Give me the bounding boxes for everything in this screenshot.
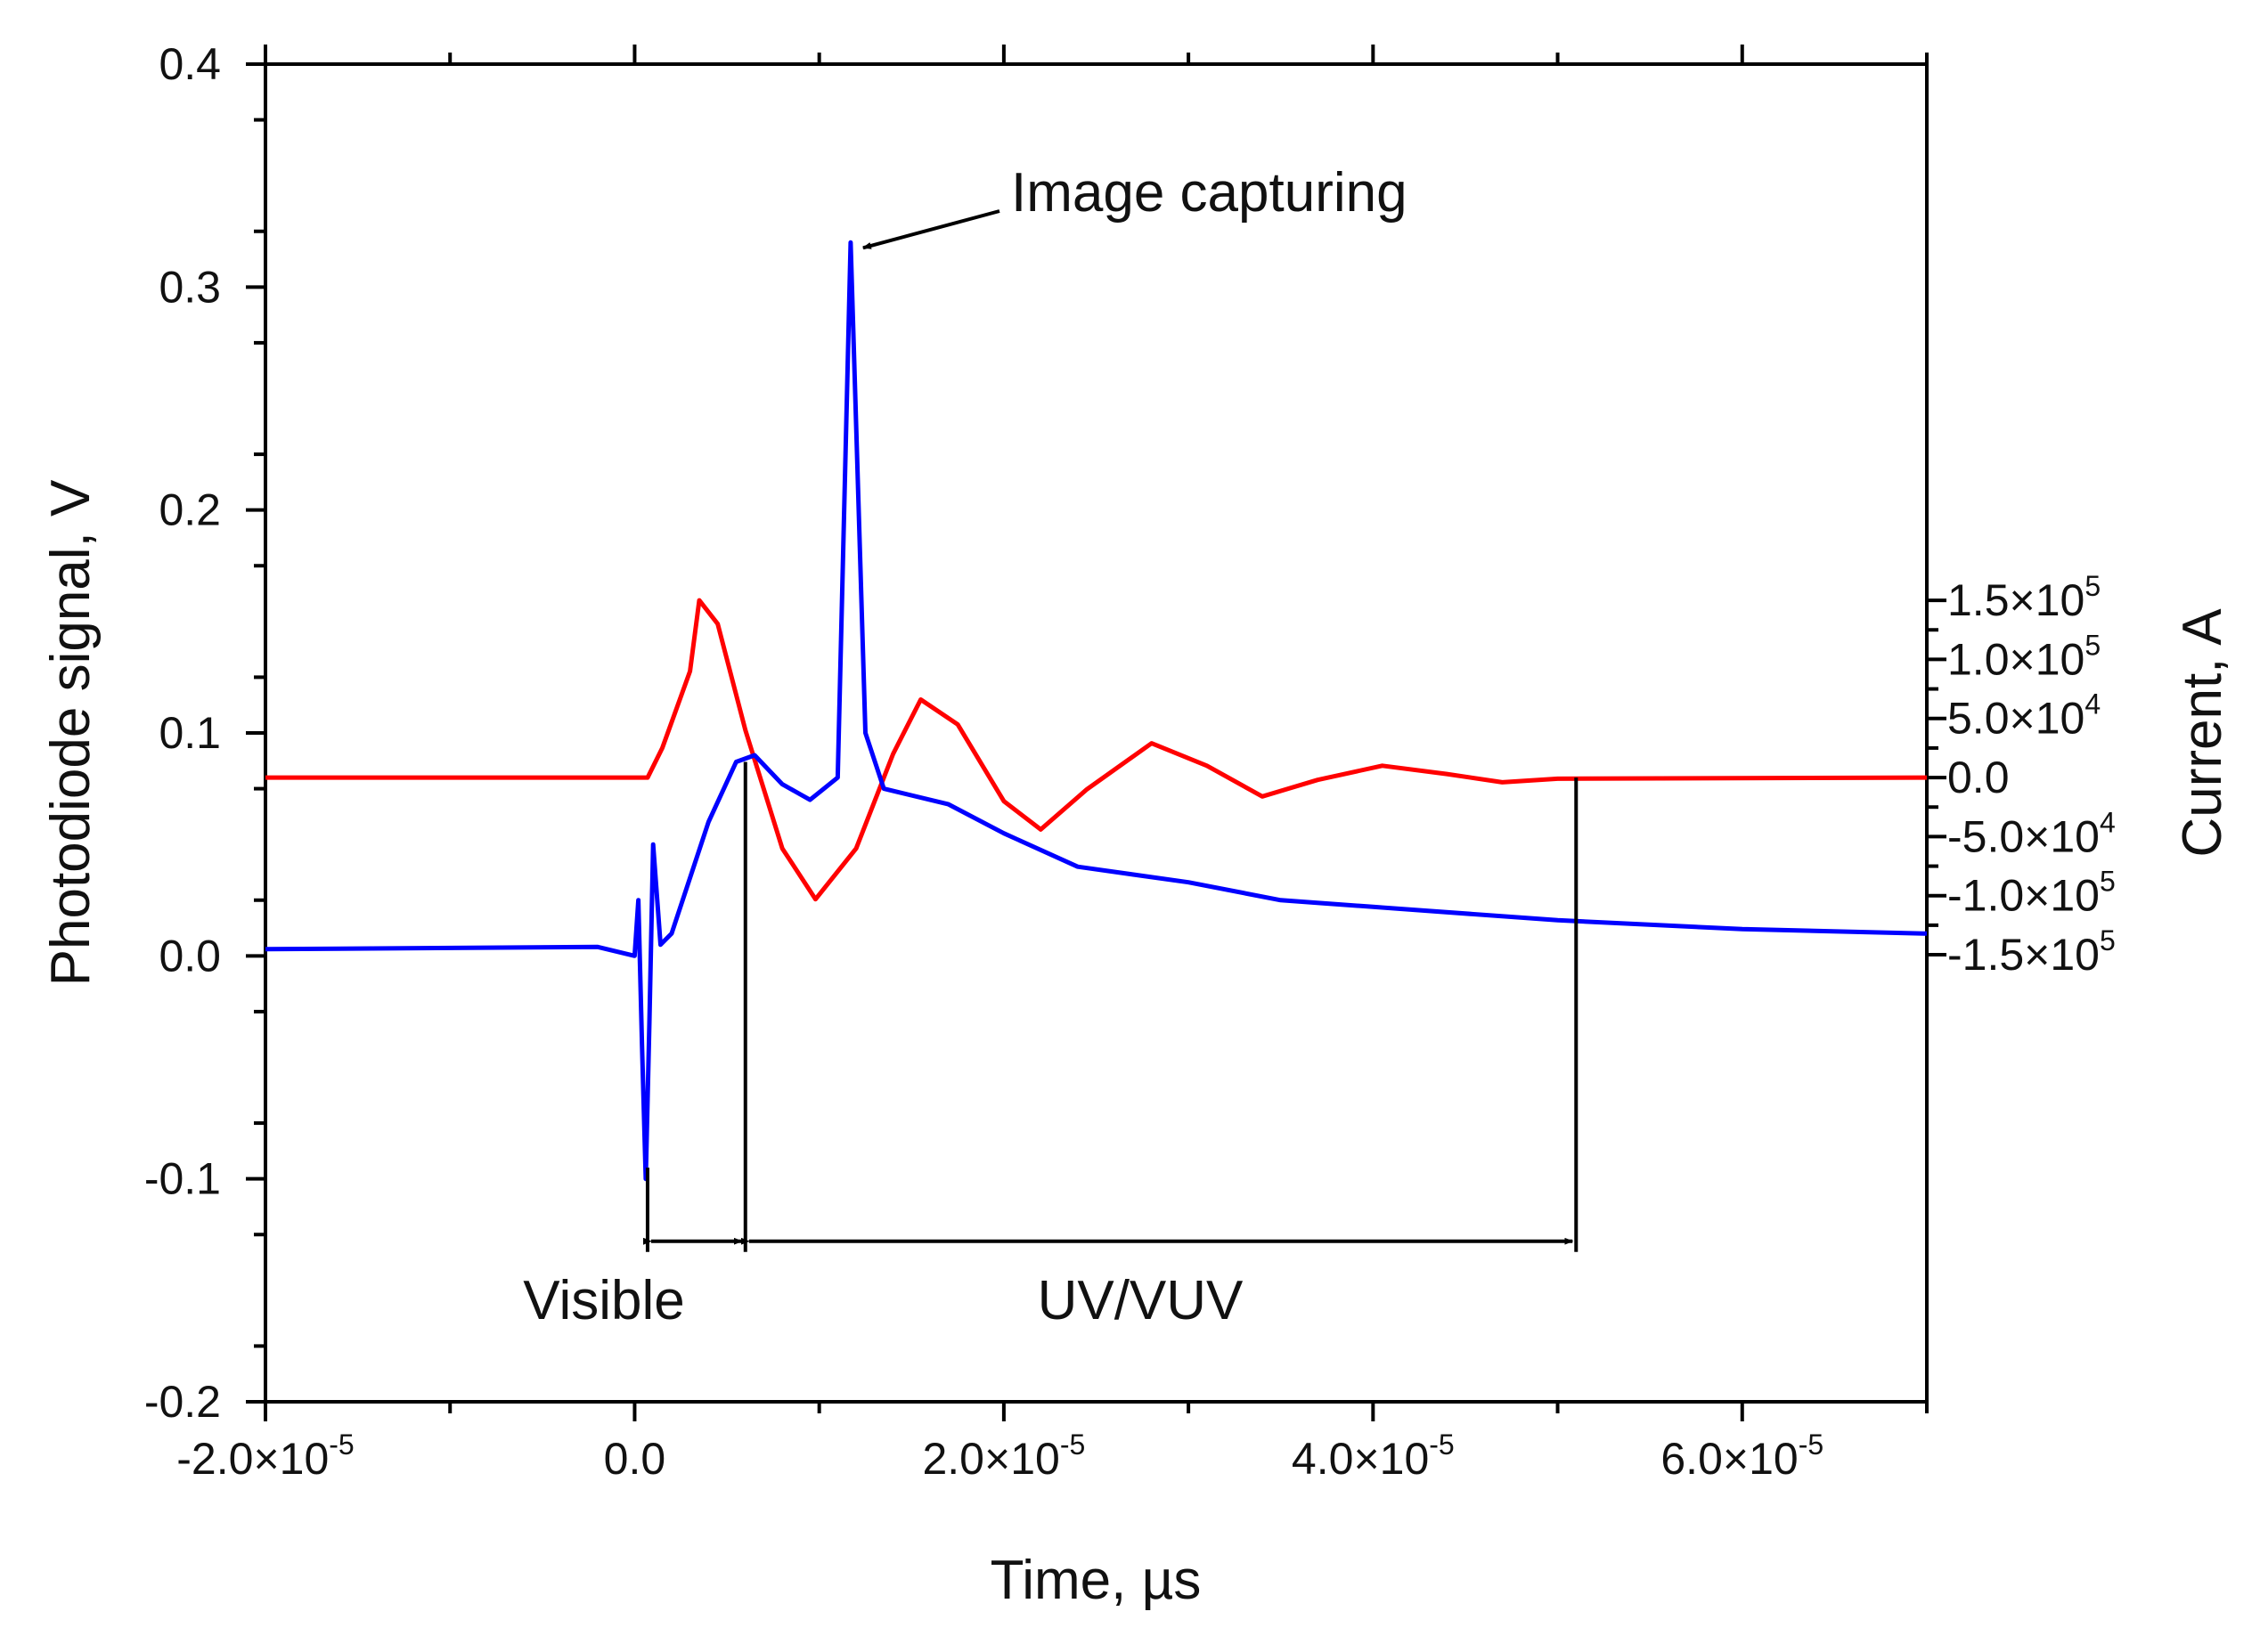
left-y-axis-ticks: -0.2 -0.1 0.0 0.1 0.2 0.3 0.4 [144,39,265,1427]
plot-frame [264,62,1929,1404]
right-y-tick-label: 1.0×105 [1947,629,2101,684]
x-tick-label: 4.0×10-5 [1292,1428,1455,1484]
right-y-tick-label: 0.0 [1947,753,2010,802]
x-axis-title: Time, µs [991,1550,1202,1611]
left-y-tick-label: -0.2 [144,1377,221,1427]
x-tick-label: 0.0 [604,1434,666,1484]
photodiode-series-line [265,240,1928,1182]
left-y-tick-label: -0.1 [144,1154,221,1204]
right-y-tick-label: -1.0×105 [1947,866,2116,921]
left-y-tick-label: 0.4 [159,39,221,89]
image-capturing-label: Image capturing [1011,162,1407,224]
annotation-layer: Visible UV/VUV Image capturing [523,162,1579,1331]
left-y-tick-label: 0.0 [159,931,221,981]
right-y-axis-title: Current, A [2172,608,2233,858]
x-tick-label: 2.0×10-5 [922,1428,1085,1484]
current-series-line [265,598,1928,902]
x-tick-label: -2.0×10-5 [176,1428,354,1484]
x-tick-label: 6.0×10-5 [1660,1428,1823,1484]
left-y-axis-title: Photodiode signal, V [40,479,102,986]
series-layer [265,240,1928,1182]
right-y-tick-label: 1.5×105 [1947,570,2101,625]
visible-label: Visible [523,1270,685,1331]
right-y-tick-label: -1.5×105 [1947,924,2116,980]
left-y-tick-label: 0.3 [159,262,221,312]
right-y-tick-label: -5.0×104 [1947,806,2116,861]
left-y-tick-label: 0.2 [159,485,221,535]
left-y-tick-label: 0.1 [159,708,221,758]
x-axis-ticks: -2.0×10-5 0.0 2.0×10-5 4.0×10-5 6.0×10-5 [176,45,1929,1484]
right-y-tick-label: 5.0×104 [1947,688,2101,744]
image-capturing-arrow [861,209,1000,250]
uv-vuv-label: UV/VUV [1038,1270,1244,1331]
